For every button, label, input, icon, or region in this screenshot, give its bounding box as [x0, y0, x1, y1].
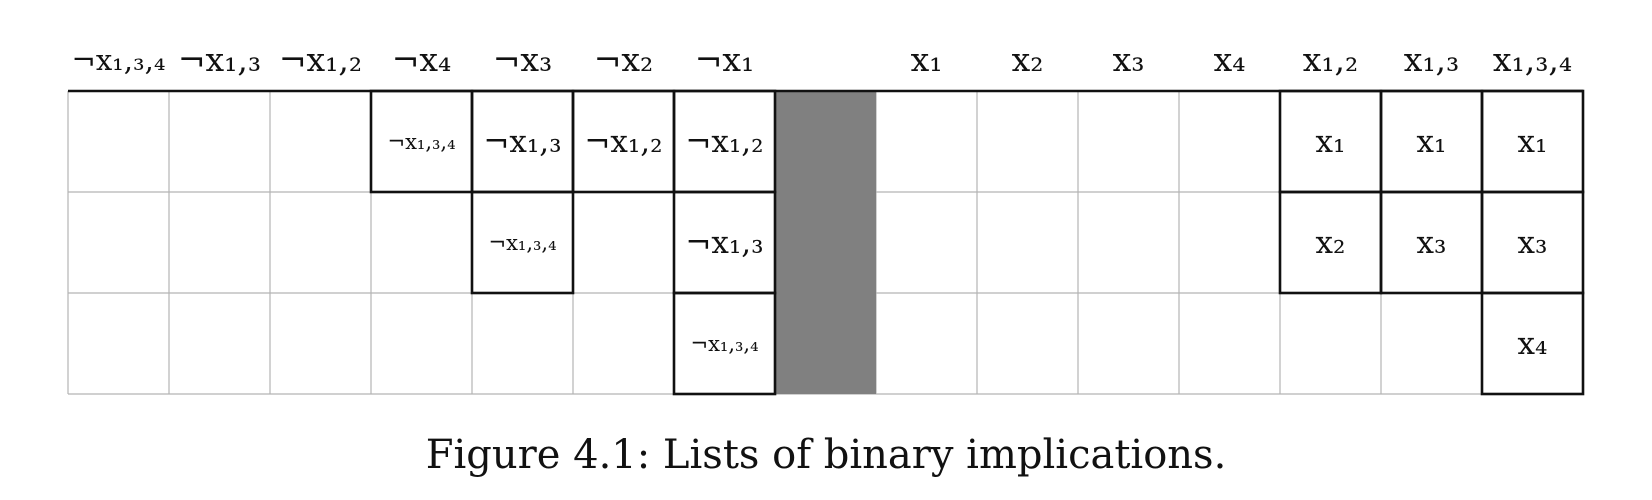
column-header: x₂ [1012, 40, 1044, 79]
column-header: x₁,₃,₄ [1493, 40, 1572, 79]
entry-label: ¬x₁,₃,₄ [690, 332, 758, 356]
column-header: ¬x₄ [392, 40, 452, 79]
entry-label: x₃ [1417, 225, 1447, 261]
entry-cell-outline [1480, 291, 1585, 396]
figure-caption: Figure 4.1: Lists of binary implications… [425, 432, 1227, 478]
entry-label: x₄ [1518, 326, 1548, 362]
entry-label: x₁ [1518, 124, 1548, 160]
entry-labels: ¬x₁,₃,₄ ¬x₁,₃ ¬x₁,₂ ¬x₁,₂ ¬x₁,₃,₄ ¬x₁,₃ ¬x₁,₃,… [387, 124, 1547, 362]
entry-label: ¬x₁,₃,₄ [387, 130, 455, 154]
column-header: x₃ [1113, 40, 1145, 79]
column-header: ¬x₁,₃ [178, 40, 261, 79]
entry-outlines [68, 89, 1585, 396]
entry-label: ¬x₁,₂ [584, 124, 662, 160]
entry-label: ¬x₁,₂ [685, 124, 763, 160]
entry-label: x₁ [1417, 124, 1447, 160]
column-header: ¬x₃ [493, 40, 553, 79]
entry-label: x₃ [1518, 225, 1548, 261]
column-header: x₄ [1214, 40, 1246, 79]
entry-label: ¬x₁,₃,₄ [488, 231, 556, 255]
separator-bar [775, 91, 876, 394]
entry-cell-outline [470, 190, 575, 295]
column-header: x₁,₂ [1303, 40, 1359, 79]
entry-label: x₁ [1316, 124, 1346, 160]
column-header: ¬x₂ [594, 40, 654, 79]
column-header: x₁ [911, 40, 943, 79]
entry-label: ¬x₁,₃ [483, 124, 561, 160]
column-headers: ¬x₁,₃,₄ ¬x₁,₃ ¬x₁,₂ ¬x₄ ¬x₃ ¬x₂ ¬x₁ x₁ x₂ x₃ x₄ x₁,… [72, 40, 1573, 79]
column-header: ¬x₁ [695, 40, 755, 79]
column-header: ¬x₁,₂ [279, 40, 362, 79]
separator-column [775, 91, 876, 394]
entry-label: x₂ [1316, 225, 1346, 261]
column-header: ¬x₁,₃,₄ [72, 43, 166, 77]
column-header: x₁,₃ [1404, 40, 1460, 79]
entry-cell-outline [672, 291, 777, 396]
entry-label: ¬x₁,₃ [685, 225, 763, 261]
